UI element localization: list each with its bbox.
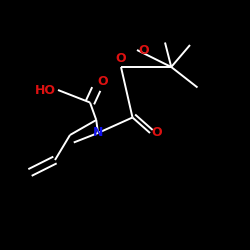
Text: O: O <box>151 126 162 140</box>
Text: O: O <box>116 52 126 64</box>
Text: O: O <box>138 44 149 57</box>
Text: HO: HO <box>34 84 56 96</box>
Text: O: O <box>98 75 108 88</box>
Text: N: N <box>93 126 103 140</box>
